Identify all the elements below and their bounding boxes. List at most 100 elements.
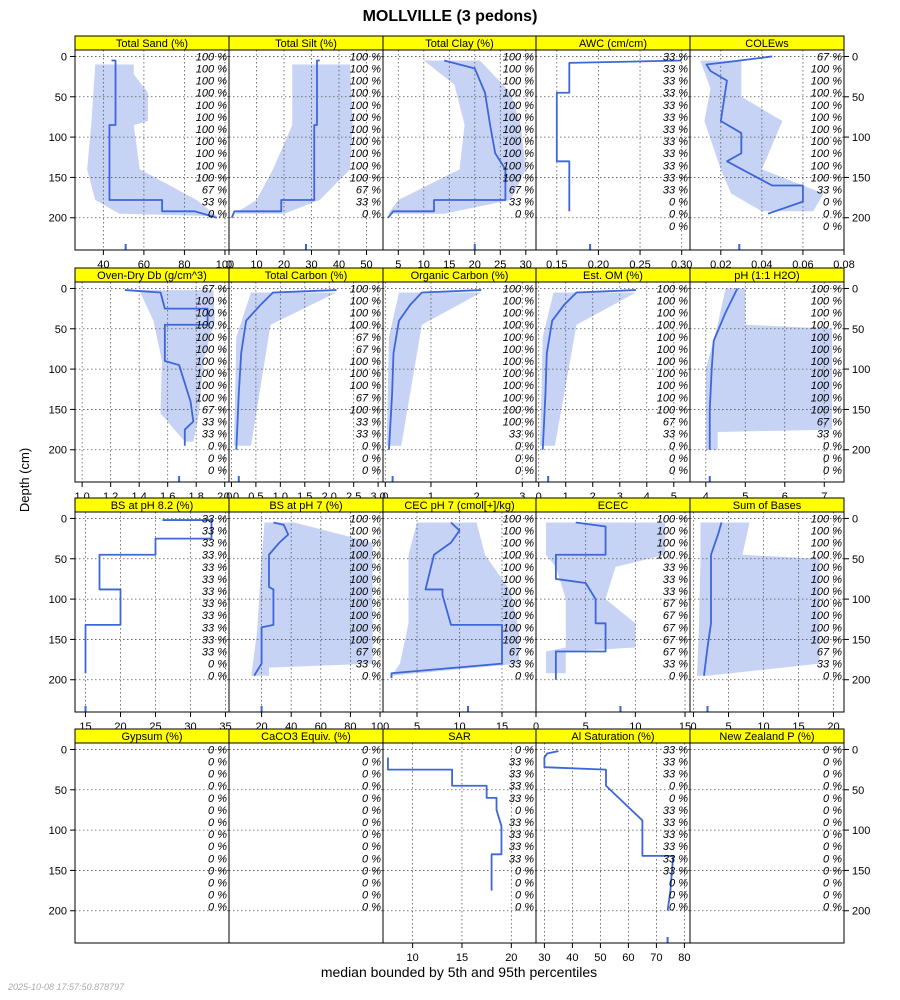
percent-label: 0 % [823,441,842,453]
percent-label: 0 % [823,793,842,805]
percent-label: 67 % [202,404,227,416]
percent-label: 100 % [350,88,381,100]
x-tick-label: 4 [644,491,650,503]
percent-label: 100 % [657,368,688,380]
percent-label: 100 % [350,356,381,368]
percent-label: 0 % [669,890,688,902]
percent-label: 100 % [503,610,534,622]
percent-label: 0 % [208,829,227,841]
percent-label: 0 % [823,805,842,817]
percent-label: 100 % [196,148,227,160]
percent-label: 0 % [823,902,842,914]
percent-label: 100 % [503,634,534,646]
x-tick-label: 50 [594,952,606,964]
x-tick-label: 5 [725,721,731,733]
percent-label: 100 % [350,160,381,172]
y-tick-label: 0 [61,283,67,295]
panel-title: New Zealand P (%) [719,731,814,743]
percent-label: 33 % [663,562,688,574]
percent-label: 0 % [362,769,381,781]
median-line [387,757,503,891]
percent-label: 33 % [509,817,534,829]
percent-label: 33 % [202,622,227,634]
x-tick-label: 6 [782,491,788,503]
y-tick-label: 100 [49,594,67,606]
y-tick-label-right: 150 [852,172,870,184]
percent-label: 67 % [663,622,688,634]
percent-label: 100 % [196,100,227,112]
y-tick-label-right: 150 [852,634,870,646]
percent-label: 100 % [811,404,842,416]
percent-label: 33 % [509,793,534,805]
y-tick-label-right: 50 [852,324,864,336]
y-tick-label: 200 [49,906,67,918]
percent-label: 0 % [208,441,227,453]
percent-label: 67 % [663,598,688,610]
percent-label: 33 % [663,112,688,124]
percent-label: 33 % [663,757,688,769]
median-line [253,521,290,677]
percent-label: 100 % [503,574,534,586]
percent-label: 0 % [515,671,534,683]
panel-plot-area: 100 %100 %100 %100 %100 %100 %100 %100 %… [383,282,536,482]
percent-label: 100 % [811,64,842,76]
percent-label: 33 % [663,100,688,112]
percent-label: 0 % [362,209,381,221]
panel-title: CaCO3 Equiv. (%) [261,731,351,743]
percent-label: 67 % [663,634,688,646]
percent-label: 100 % [350,586,381,598]
y-tick-label-right: 0 [852,513,858,525]
y-tick-label: 0 [61,513,67,525]
percent-label: 67 % [509,647,534,659]
percent-label: 0 % [823,878,842,890]
percent-label: 100 % [503,64,534,76]
percent-label: 33 % [663,51,688,63]
percent-label: 0 % [823,841,842,853]
panel-plot-area: 100 %100 %100 %100 %33 %33 %33 %67 %67 %… [536,512,690,712]
median-line [235,289,337,450]
percent-label: 100 % [503,513,534,525]
percent-label: 100 % [811,513,842,525]
percent-label: 0 % [669,441,688,453]
panel-0-1: Total Silt (%)100 %100 %100 %100 %100 %1… [226,35,384,271]
y-tick-label-right: 100 [852,825,870,837]
y-tick-label: 150 [49,865,67,877]
panel-plot-area: 100 %100 %100 %100 %100 %100 %100 %100 %… [229,512,383,712]
percent-label: 100 % [503,124,534,136]
percent-label: 100 % [503,320,534,332]
x-tick-label: 7 [821,491,827,503]
percent-label: 33 % [663,124,688,136]
percent-label: 0 % [208,878,227,890]
percent-label: 67 % [356,332,381,344]
percent-label: 100 % [503,368,534,380]
median-line [708,288,739,450]
panel-title: Total Sand (%) [116,38,188,50]
panel-plot-area: 33 %33 %33 %0 %0 %33 %33 %33 %33 %33 %33… [536,743,690,943]
percent-label: 0 % [515,805,534,817]
percent-label: 100 % [811,88,842,100]
percent-label: 100 % [503,88,534,100]
percent-label: 33 % [663,805,688,817]
percent-label: 100 % [811,136,842,148]
percent-label: 100 % [811,296,842,308]
percent-label: 33 % [663,148,688,160]
percent-label: 100 % [657,538,688,550]
y-tick-label: 200 [49,675,67,687]
y-tick-label-right: 50 [852,785,864,797]
percentile-band [386,292,482,446]
x-tick-label: 10 [406,952,418,964]
x-tick-label: 20 [505,952,517,964]
percent-label: 100 % [196,124,227,136]
percent-label: 100 % [503,51,534,63]
percent-label: 100 % [811,332,842,344]
percent-label: 0 % [208,793,227,805]
percent-label: 100 % [811,100,842,112]
y-tick-label-right: 100 [852,594,870,606]
percent-label: 100 % [196,380,227,392]
panel-title: Total Silt (%) [275,38,337,50]
x-tick-label: 0 [382,491,388,503]
x-tick-label: 3 [617,491,623,503]
percent-label: 100 % [811,538,842,550]
percent-label: 33 % [202,586,227,598]
percent-label: 0 % [823,744,842,756]
